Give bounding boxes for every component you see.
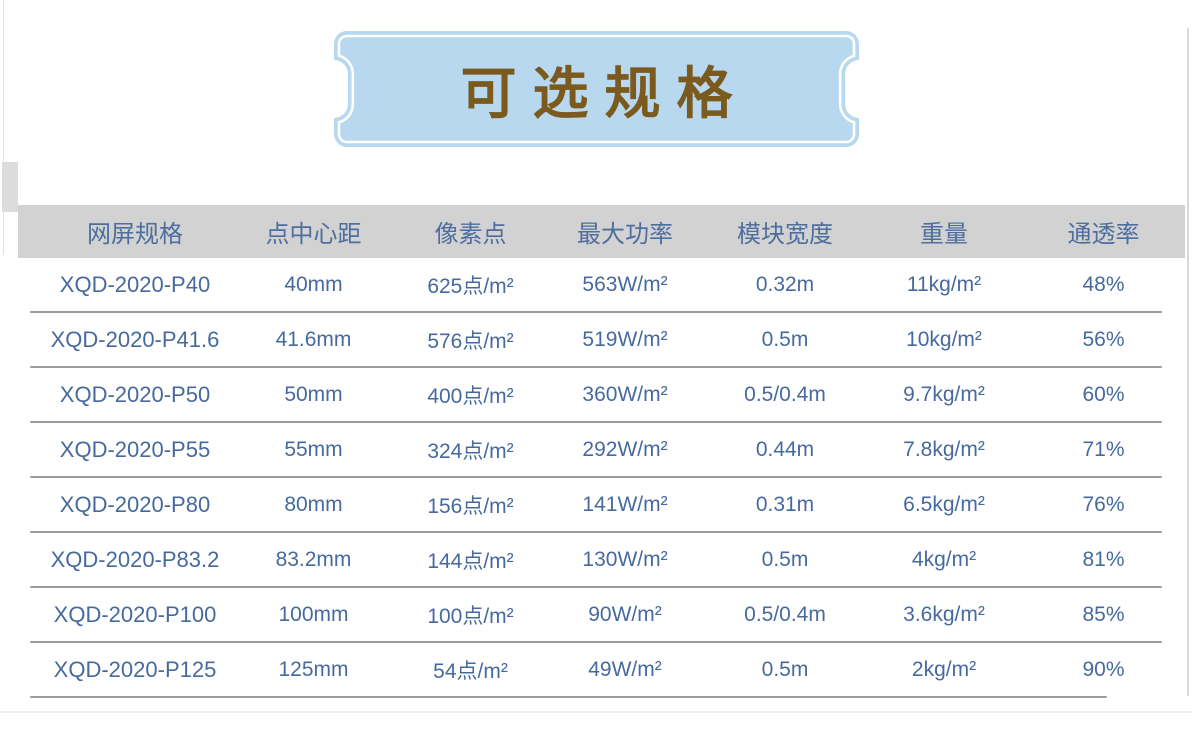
table-row: XQD-2020-P50 50mm 400点/m² 360W/m² 0.5/0.4m 9.…: [18, 368, 1185, 421]
table-cell: 360W/m²: [582, 382, 668, 406]
column-header-pixels: 像素点: [434, 221, 507, 248]
table-cell: 625点/m²: [427, 274, 514, 298]
table-cell: 76%: [1082, 492, 1125, 516]
table-cell: 81%: [1082, 547, 1125, 571]
table-cell: 324点/m²: [427, 439, 514, 463]
table-body: XQD-2020-P40 40mm 625点/m² 563W/m² 0.32m 11kg/…: [18, 258, 1185, 698]
row-separator: [30, 366, 1162, 368]
table-cell: 0.5m: [761, 547, 809, 571]
table-cell: 41.6mm: [275, 327, 352, 351]
table-row: XQD-2020-P83.2 83.2mm 144点/m² 130W/m² 0.5m 4k…: [18, 533, 1185, 586]
table-cell: XQD-2020-P80: [59, 491, 211, 517]
table-cell: 56%: [1082, 327, 1125, 351]
table-row: XQD-2020-P40 40mm 625点/m² 563W/m² 0.32m 11kg/…: [18, 258, 1185, 311]
table-cell: XQD-2020-P125: [53, 656, 217, 682]
table-cell: 7.8kg/m²: [903, 437, 985, 461]
table-cell: 55mm: [284, 437, 343, 461]
table-cell: XQD-2020-P41.6: [50, 326, 220, 352]
table-cell: 3.6kg/m²: [903, 602, 985, 626]
table-cell: 2kg/m²: [911, 657, 977, 681]
title-banner: 可选规格: [333, 30, 860, 148]
left-edge-tab: [2, 162, 18, 212]
table-cell: 0.5m: [761, 657, 809, 681]
table-cell: 100mm: [278, 602, 349, 626]
row-separator: [30, 531, 1162, 533]
column-header-max-power: 最大功率: [577, 221, 673, 248]
table-cell: 49W/m²: [588, 657, 662, 681]
table-cell: 576点/m²: [427, 329, 514, 353]
table-row: XQD-2020-P100 100mm 100点/m² 90W/m² 0.5/0.4m 3…: [18, 588, 1185, 641]
table-cell: 11kg/m²: [906, 272, 982, 296]
table-cell: XQD-2020-P100: [53, 601, 217, 627]
table-cell: 4kg/m²: [911, 547, 977, 571]
column-header-transparency: 通透率: [1067, 221, 1140, 248]
table-cell: 48%: [1082, 272, 1125, 296]
row-separator: [30, 421, 1162, 423]
table-row: XQD-2020-P125 125mm 54点/m² 49W/m² 0.5m 2kg/m²…: [18, 643, 1185, 696]
table-cell: 0.5/0.4m: [744, 602, 826, 626]
table-cell: 6.5kg/m²: [903, 492, 985, 516]
table-cell: 519W/m²: [582, 327, 668, 351]
table-cell: 100点/m²: [427, 604, 514, 628]
table-cell: 400点/m²: [427, 384, 514, 408]
table-cell: 10kg/m²: [906, 327, 982, 351]
table-cell: 83.2mm: [275, 547, 352, 571]
table-cell: 0.5m: [761, 327, 809, 351]
table-cell: 0.31m: [755, 492, 815, 516]
table-header-row: 网屏规格 点中心距 像素点 最大功率 模块宽度 重量 通透率: [18, 205, 1185, 258]
table-cell: 563W/m²: [582, 272, 668, 296]
table-cell: 141W/m²: [582, 492, 668, 516]
left-edge-line: [3, 0, 4, 255]
table-cell: XQD-2020-P50: [59, 381, 211, 407]
table-cell: 60%: [1082, 382, 1125, 406]
table-cell: 80mm: [284, 492, 343, 516]
table-cell: 90W/m²: [588, 602, 662, 626]
table-cell: 71%: [1082, 437, 1125, 461]
row-separator: [30, 586, 1162, 588]
column-header-module-width: 模块宽度: [737, 221, 833, 248]
table-cell: 50mm: [284, 382, 343, 406]
table-row: XQD-2020-P55 55mm 324点/m² 292W/m² 0.44m 7.8kg…: [18, 423, 1185, 476]
table-cell: 292W/m²: [582, 437, 668, 461]
row-separator: [30, 311, 1162, 313]
table-cell: 9.7kg/m²: [903, 382, 985, 406]
table-cell: 156点/m²: [427, 494, 514, 518]
bottom-divider: [0, 711, 1192, 713]
table-cell: 54点/m²: [433, 659, 508, 683]
table-cell: 0.44m: [755, 437, 815, 461]
table-cell: 0.5/0.4m: [744, 382, 826, 406]
page-title: 可选规格: [460, 60, 749, 127]
column-header-pitch: 点中心距: [265, 221, 362, 248]
table-cell: XQD-2020-P40: [59, 271, 211, 297]
row-separator: [30, 641, 1162, 643]
table-cell: 130W/m²: [582, 547, 668, 571]
table-row: XQD-2020-P80 80mm 156点/m² 141W/m² 0.31m 6.5kg…: [18, 478, 1185, 531]
column-header-spec: 网屏规格: [87, 221, 183, 248]
table-row: XQD-2020-P41.6 41.6mm 576点/m² 519W/m² 0.5m 10…: [18, 313, 1185, 366]
table-cell: 125mm: [278, 657, 349, 681]
table-cell: XQD-2020-P83.2: [50, 546, 220, 572]
column-header-weight: 重量: [920, 221, 968, 248]
table-cell: XQD-2020-P55: [59, 436, 211, 462]
banner-plaque-shape: [333, 31, 860, 147]
table-cell: 144点/m²: [427, 549, 514, 573]
right-edge-line: [1187, 28, 1189, 696]
table-cell: 90%: [1082, 657, 1125, 681]
table-cell: 0.32m: [755, 272, 815, 296]
row-separator: [30, 476, 1162, 478]
row-separator: [30, 696, 1107, 698]
table-cell: 85%: [1082, 602, 1125, 626]
table-cell: 40mm: [284, 272, 343, 296]
